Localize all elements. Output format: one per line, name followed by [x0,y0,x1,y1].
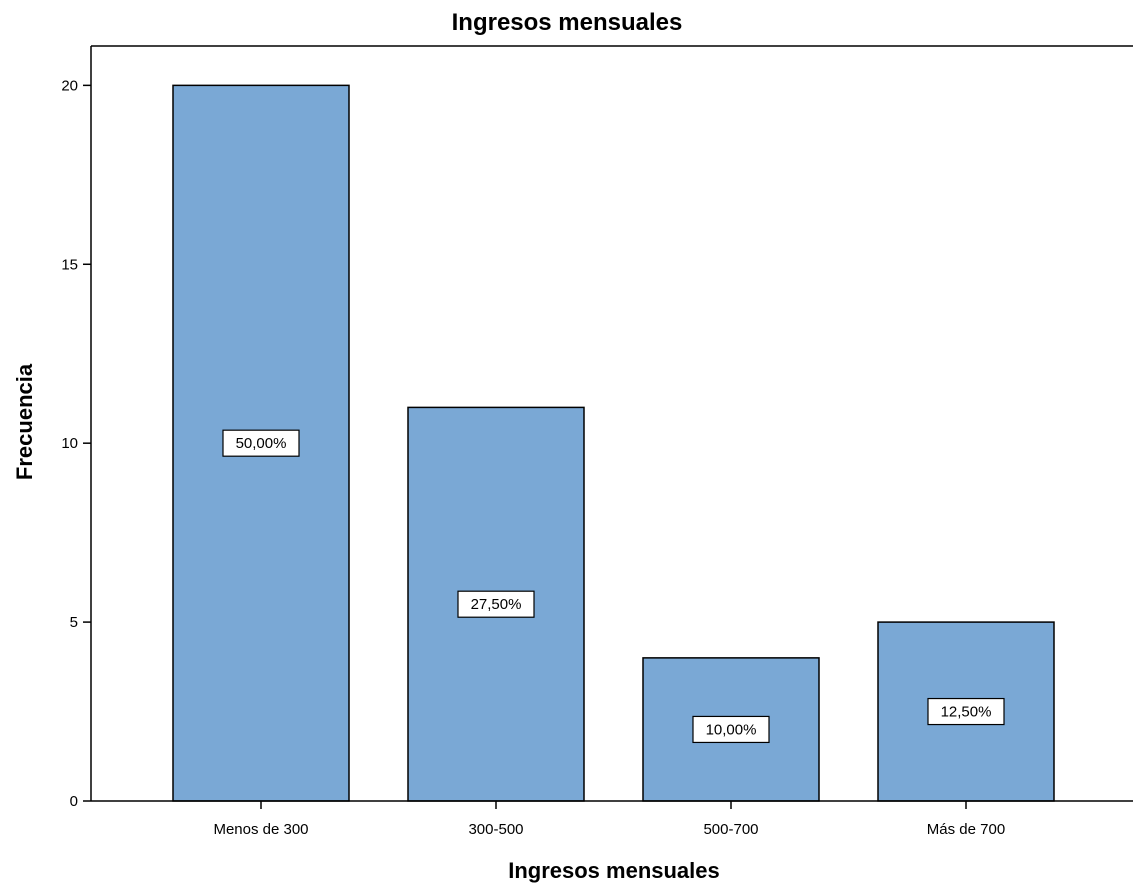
data-label-box-0 [222,429,300,457]
y-tick-label-4: 20 [61,77,78,94]
x-tick-label-0: Menos de 300 [213,821,308,838]
x-tick-label-2: 500-700 [703,821,758,838]
y-tick-label-1: 5 [70,614,78,631]
data-label-3: 12,50% [941,704,992,721]
chart-title: Ingresos mensuales [452,9,683,36]
data-label-box-2 [692,715,770,744]
y-tick-label-2: 10 [61,435,78,452]
x-tick-label-1: 300-500 [468,821,523,838]
y-tick-label-0: 0 [70,793,78,810]
data-label-box-3 [927,697,1005,726]
data-label-2: 10,00% [706,721,757,738]
data-label-box-1 [457,590,535,618]
y-axis-label: Frecuencia [12,363,37,480]
y-tick-label-3: 15 [61,256,78,273]
axes-layer: 0 5 10 15 20 Menos de 300 300-500 500-700 Más de… [61,45,1133,838]
data-labels-layer: 50,00% 27,50% 10,00% 12,50% [222,429,1005,744]
data-label-1: 27,50% [471,596,522,613]
x-tick-label-3: Más de 700 [927,821,1005,838]
data-label-0: 50,00% [236,435,287,452]
x-axis-label: Ingresos mensuales [508,858,720,883]
bars-layer [172,84,1055,802]
